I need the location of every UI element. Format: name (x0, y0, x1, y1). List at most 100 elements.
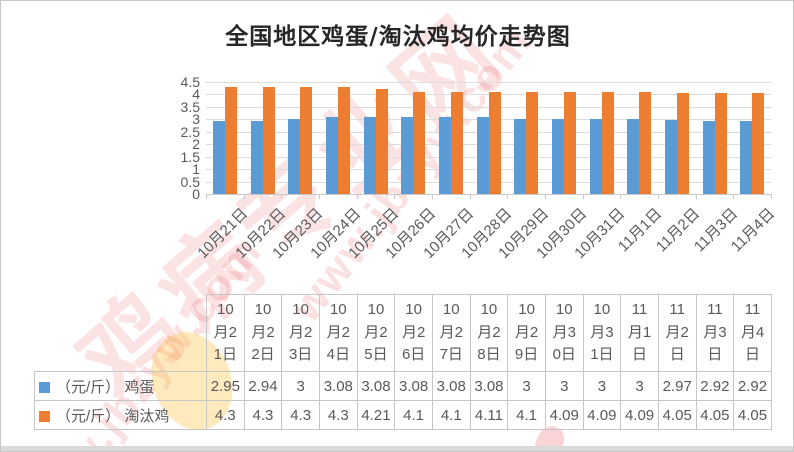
x-axis-tick (243, 194, 245, 199)
table-header-empty-cell (35, 295, 207, 372)
y-axis-tick-label: 3 (192, 111, 200, 128)
table-cell-value: 3.08 (318, 371, 358, 401)
bar-egg-10月26日 (401, 117, 414, 194)
table-cell-value: 3.08 (356, 371, 396, 401)
bar-chicken-11月2日 (676, 93, 689, 194)
x-axis-tick (319, 194, 320, 199)
series-label: （元/斤） 淘汰鸡 (56, 407, 170, 425)
table-header-date: 11 月3 日 (695, 294, 735, 372)
y-axis-tick-label: 2.5 (180, 123, 200, 140)
x-axis-tick (469, 194, 471, 199)
table-cell-value: 4.05 (695, 400, 735, 430)
bar-chicken-11月4日 (752, 93, 765, 194)
y-axis-tick-label: 2 (192, 136, 200, 153)
bar-chicken-10月26日 (413, 91, 426, 194)
table-cell-value: 4.1 (507, 400, 546, 430)
table-header-date: 10 月2 1日 (206, 294, 245, 372)
table-cell-value: 3 (281, 371, 320, 401)
series-label-cell: （元/斤） 鸡蛋 (34, 371, 207, 401)
x-axis-tick (507, 194, 509, 199)
x-axis-tick (582, 194, 584, 199)
table-header-date: 11 月1 日 (620, 294, 659, 372)
bar-egg-10月27日 (438, 117, 451, 194)
table-cell-value: 4.11 (469, 400, 509, 430)
x-axis-tick (695, 194, 697, 199)
bar-egg-10月28日 (476, 117, 489, 194)
legend-swatch-egg (39, 381, 50, 393)
bar-chicken-10月25日 (375, 89, 388, 194)
table-header-date: 10 月2 9日 (507, 294, 546, 372)
bar-egg-10月30日 (551, 119, 564, 194)
table-header-date: 11 月2 日 (657, 294, 697, 372)
table-header-date: 11 月4 日 (733, 294, 772, 372)
y-axis-tick-label: 3.5 (180, 98, 200, 115)
table-cell-value: 2.92 (733, 371, 772, 401)
x-axis-tick (281, 194, 283, 199)
table-cell-value: 4.05 (733, 400, 772, 430)
x-axis-tick (620, 194, 622, 199)
table-cell-value: 3 (620, 371, 659, 401)
bar-egg-10月25日 (363, 117, 376, 194)
series-label: （元/斤） 鸡蛋 (56, 378, 155, 396)
bar-chicken-10月28日 (488, 91, 501, 194)
bar-chicken-11月1日 (639, 92, 652, 194)
bar-egg-10月31日 (589, 119, 602, 194)
bar-egg-10月29日 (514, 119, 527, 194)
bar-chicken-10月23日 (300, 86, 313, 194)
table-header-date: 10 月3 0日 (544, 294, 584, 372)
bar-egg-11月4日 (740, 121, 753, 194)
bar-chicken-10月22日 (262, 86, 275, 194)
table-cell-value: 4.1 (431, 400, 471, 430)
bar-chicken-10月29日 (526, 91, 539, 194)
y-axis-tick-label: 4 (192, 86, 200, 103)
x-axis-tick (432, 194, 433, 199)
table-header-date: 10 月2 6日 (394, 294, 433, 372)
y-axis-tick-label: 1.5 (180, 148, 200, 165)
table-header-date: 10 月2 5日 (356, 294, 396, 372)
table-cell-value: 2.97 (657, 371, 697, 401)
bar-egg-10月23日 (288, 119, 301, 194)
table-cell-value: 2.92 (695, 371, 735, 401)
gridline (206, 194, 771, 195)
x-axis-tick (658, 194, 659, 199)
table-header-row: 10 月2 1日 10 月2 2日 10 月2 3日 10 月2 4日 10 月2 5日… (35, 294, 772, 372)
bar-egg-10月21日 (212, 120, 225, 194)
bar-egg-11月3日 (702, 121, 715, 194)
table-cell-value: 3 (544, 371, 584, 401)
bar-chicken-10月31日 (601, 92, 614, 194)
y-axis-tick-label: 4.5 (180, 74, 200, 90)
table-cell-value: 3 (582, 371, 622, 401)
gridline (206, 82, 771, 83)
x-axis-tick (733, 194, 735, 199)
table-cell-value: 2.94 (243, 371, 283, 401)
table-cell-value: 3.08 (469, 371, 509, 401)
table-cell-value: 4.3 (206, 400, 245, 430)
bar-chicken-10月30日 (563, 92, 576, 194)
table-cell-value: 2.95 (206, 371, 245, 401)
x-axis-tick (394, 194, 396, 199)
bar-egg-11月1日 (627, 119, 640, 194)
y-axis-tick-label: 0 (192, 186, 200, 202)
table-header-date: 10 月2 4日 (318, 294, 358, 372)
table-header-date: 10 月2 2日 (243, 294, 283, 372)
bar-chicken-10月21日 (224, 86, 237, 194)
series-label-cell: （元/斤） 淘汰鸡 (34, 400, 207, 430)
x-axis-tick (356, 194, 358, 199)
table-cell-value: 4.3 (281, 400, 320, 430)
bar-egg-11月2日 (664, 120, 677, 194)
table-cell-value: 3.08 (431, 371, 471, 401)
table-cell-value: 4.3 (318, 400, 358, 430)
table-header-date: 10 月3 1日 (582, 294, 622, 372)
data-table: 10 月2 1日 10 月2 2日 10 月2 3日 10 月2 4日 10 月2 5日… (34, 294, 772, 430)
table-cell-value: 4.21 (356, 400, 396, 430)
plot-area: 4.5 4 3.5 3 2.5 2 1.5 1 0.5 0 (181, 75, 772, 201)
table-cell-value: 4.09 (620, 400, 659, 430)
table-cell-value: 4.3 (243, 400, 283, 430)
table-cell-value: 4.09 (544, 400, 584, 430)
x-axis-tick (545, 194, 546, 199)
bottom-edge-strip (1, 446, 793, 451)
table-header-date: 10 月2 7日 (431, 294, 471, 372)
table-cell-value: 4.1 (394, 400, 433, 430)
table-cell-value: 3.08 (394, 371, 433, 401)
